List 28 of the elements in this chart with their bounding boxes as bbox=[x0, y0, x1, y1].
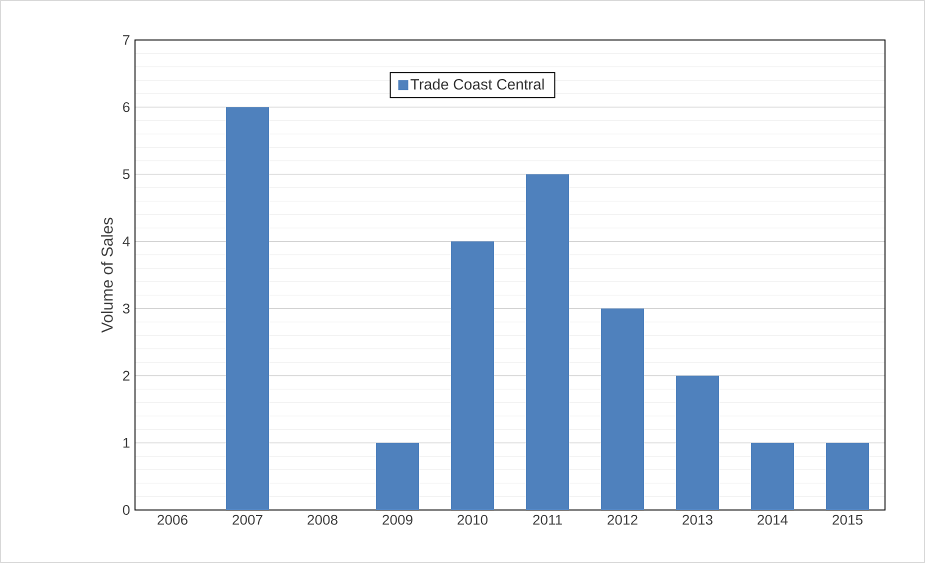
x-tick-label: 2014 bbox=[758, 514, 788, 525]
legend-label: Trade Coast Central bbox=[410, 78, 544, 90]
bar bbox=[376, 442, 420, 510]
bar bbox=[601, 308, 644, 510]
bar bbox=[226, 107, 270, 510]
y-tick-label: 2 bbox=[123, 370, 130, 381]
x-tick-label: 2008 bbox=[308, 514, 338, 525]
y-tick-label: 5 bbox=[122, 169, 130, 180]
y-tick-label: 6 bbox=[123, 102, 130, 112]
x-tick-label: 2007 bbox=[232, 514, 262, 525]
x-tick-label: 2011 bbox=[533, 514, 562, 525]
x-tick-label: 2006 bbox=[158, 514, 188, 525]
y-tick-label: 3 bbox=[122, 304, 130, 314]
x-tick-label: 2015 bbox=[832, 514, 862, 525]
y-tick-label: 7 bbox=[123, 35, 130, 45]
bar bbox=[751, 442, 794, 510]
y-axis-title: Volume of Sales bbox=[101, 218, 113, 333]
y-tick-label: 1 bbox=[123, 438, 130, 448]
x-tick-label: 2013 bbox=[682, 514, 712, 525]
x-tick-label: 2009 bbox=[382, 514, 412, 525]
bar bbox=[826, 442, 870, 510]
x-tick-label: 2012 bbox=[608, 514, 638, 525]
bar bbox=[676, 376, 720, 510]
y-tick-label: 0 bbox=[122, 505, 130, 515]
y-tick-label: 4 bbox=[122, 236, 130, 246]
bar bbox=[526, 174, 570, 510]
x-tick-label: 2010 bbox=[458, 514, 488, 525]
bar bbox=[451, 241, 494, 510]
